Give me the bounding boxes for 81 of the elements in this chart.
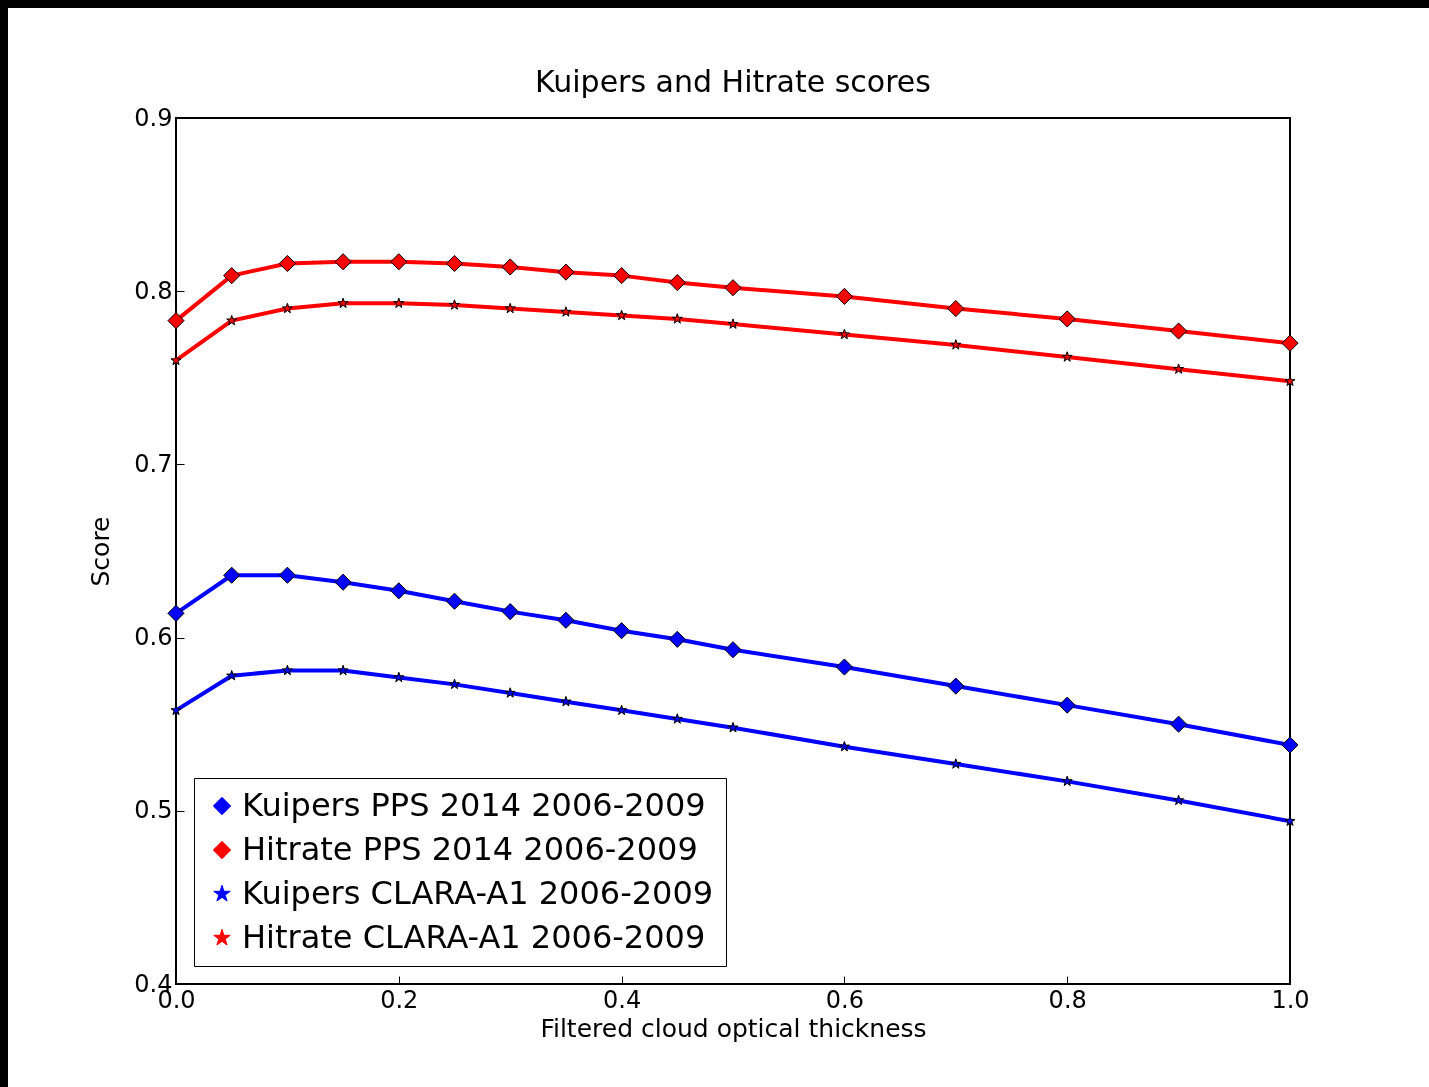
point: [281, 302, 293, 314]
x-tick-label: 1.0: [1271, 985, 1310, 1014]
point: [947, 299, 965, 318]
point: [835, 658, 853, 676]
legend-label: Hitrate PPS 2014 2006-2009: [242, 830, 698, 868]
point: [950, 339, 962, 350]
point: [445, 254, 464, 273]
point: [334, 253, 352, 271]
point: [1281, 334, 1299, 352]
legend-label: Kuipers PPS 2014 2006-2009: [242, 786, 706, 824]
point: [557, 611, 575, 629]
point: [947, 677, 965, 695]
point: [1170, 715, 1188, 733]
point: [337, 297, 349, 309]
point: [724, 641, 742, 659]
x-tick-label: 0.8: [1048, 985, 1087, 1014]
y-axis-title: Score: [86, 516, 116, 587]
point: [278, 566, 296, 584]
point: [1173, 363, 1185, 374]
point: [445, 592, 464, 610]
point: [835, 287, 853, 305]
point: [226, 669, 238, 681]
point: [223, 566, 241, 584]
point: [278, 254, 296, 273]
point: [613, 267, 631, 285]
point: [281, 664, 293, 676]
point: [504, 687, 516, 698]
point: [668, 273, 686, 292]
chart-title: Kuipers and Hitrate scores: [535, 64, 931, 99]
point: [727, 318, 739, 329]
point: [167, 604, 185, 622]
y-tick-label: 0.7: [134, 449, 173, 478]
point: [1061, 775, 1073, 787]
point: [170, 354, 182, 366]
point: [1281, 736, 1299, 754]
x-tick-label: 0.4: [603, 985, 642, 1014]
point: [1058, 696, 1076, 714]
point: [390, 253, 408, 271]
legend-label: Hitrate CLARA-A1 2006-2009: [242, 918, 706, 956]
point: [671, 313, 683, 324]
point: [950, 758, 962, 769]
point: [616, 704, 628, 716]
point: [616, 309, 628, 321]
y-tick-label: 0.9: [134, 103, 173, 132]
y-tick-label: 0.8: [134, 276, 173, 305]
point: [390, 582, 408, 600]
point: [337, 664, 349, 676]
point: [1173, 794, 1185, 806]
point: [838, 740, 850, 752]
point: [449, 678, 460, 690]
point: [727, 721, 739, 733]
x-tick-label: 0.6: [825, 985, 864, 1014]
point: [838, 328, 850, 340]
point: [449, 299, 460, 310]
point: [501, 603, 519, 621]
point: [560, 695, 572, 707]
point: [167, 312, 185, 330]
point: [613, 622, 631, 640]
point: [1284, 815, 1296, 826]
point: [226, 314, 238, 326]
point: [560, 306, 572, 317]
legend-label: Kuipers CLARA-A1 2006-2009: [242, 874, 714, 912]
point: [668, 630, 686, 648]
point: [1170, 322, 1188, 340]
point: [170, 704, 182, 716]
point: [334, 573, 352, 591]
point: [1058, 310, 1076, 328]
point: [557, 263, 575, 281]
x-tick-label: 0.2: [380, 985, 419, 1014]
x-axis-title: Filtered cloud optical thickness: [540, 1013, 927, 1043]
point: [504, 302, 516, 314]
y-tick-label: 0.5: [134, 796, 173, 825]
point: [501, 258, 519, 276]
point: [671, 713, 683, 724]
point: [724, 279, 742, 297]
point: [1061, 351, 1073, 362]
point: [223, 267, 241, 285]
point: [1284, 375, 1296, 387]
y-tick-label: 0.6: [134, 623, 173, 652]
point: [393, 671, 405, 683]
point: [393, 297, 405, 309]
